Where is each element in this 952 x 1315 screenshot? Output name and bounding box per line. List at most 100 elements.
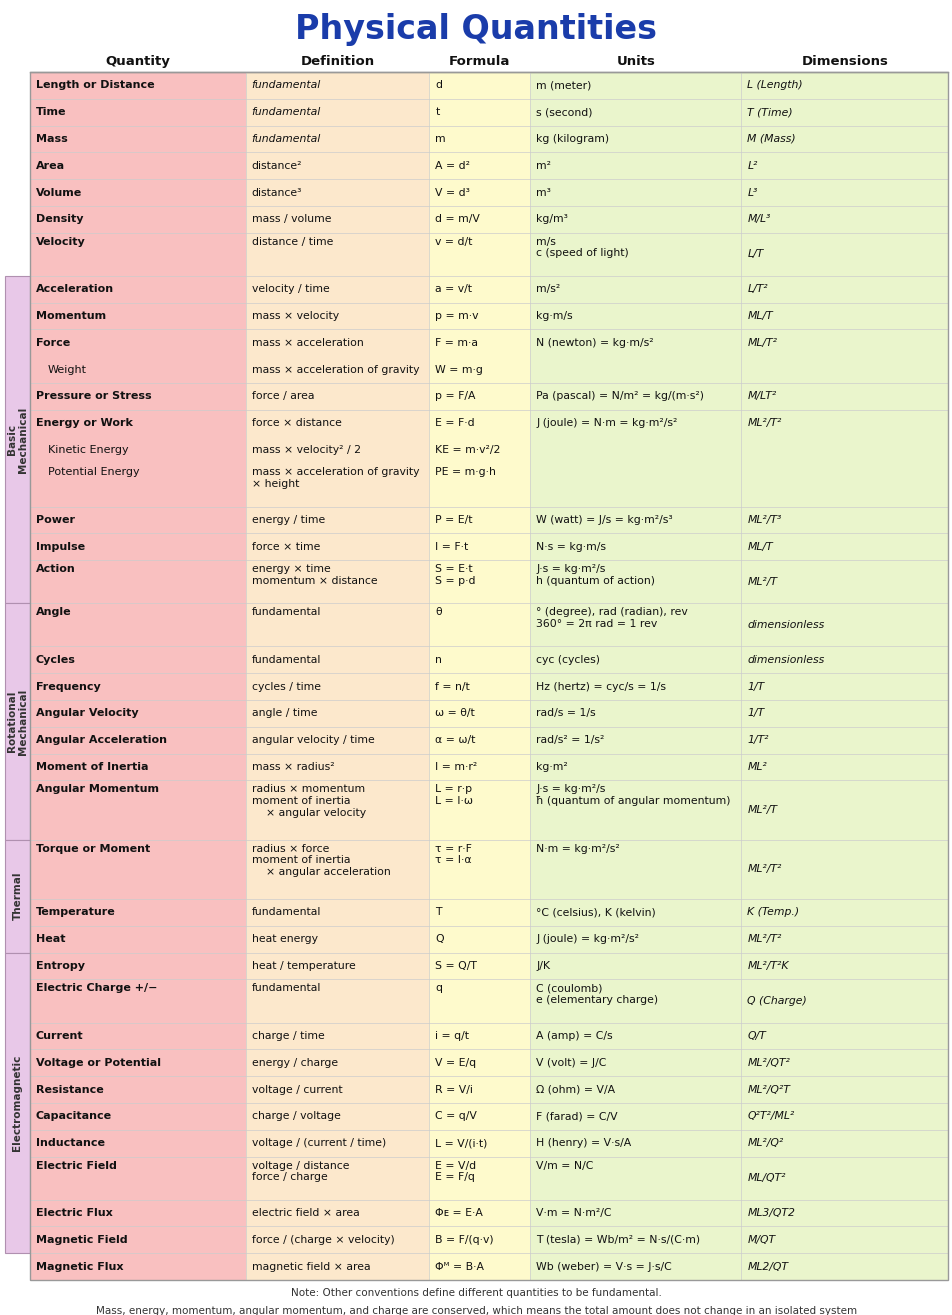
Text: C (coulomb)
e (elementary charge): C (coulomb) e (elementary charge) <box>536 984 658 1005</box>
Text: I = m·r²: I = m·r² <box>435 761 477 772</box>
Text: fundamental: fundamental <box>251 907 321 918</box>
Text: distance³: distance³ <box>251 188 302 197</box>
Text: Q²T²/ML²: Q²T²/ML² <box>746 1111 794 1122</box>
Text: m³: m³ <box>536 188 550 197</box>
Bar <box>30 753 246 780</box>
Text: M/LT²: M/LT² <box>746 392 776 401</box>
Text: s (second): s (second) <box>536 108 592 117</box>
Text: V (volt) = J/C: V (volt) = J/C <box>536 1057 606 1068</box>
Bar <box>30 330 246 356</box>
Text: Impulse: Impulse <box>36 542 85 552</box>
Text: K (Temp.): K (Temp.) <box>746 907 799 918</box>
Text: Units: Units <box>616 55 655 68</box>
Text: rad/s = 1/s: rad/s = 1/s <box>536 709 595 718</box>
Text: ML/T²: ML/T² <box>746 338 777 348</box>
Text: distance²: distance² <box>251 160 302 171</box>
Bar <box>30 1156 246 1199</box>
Text: T (tesla) = Wb/m² = N·s/(C·m): T (tesla) = Wb/m² = N·s/(C·m) <box>536 1235 700 1245</box>
Text: Momentum: Momentum <box>36 312 106 321</box>
Text: Entropy: Entropy <box>36 961 85 970</box>
Text: Pressure or Stress: Pressure or Stress <box>36 392 151 401</box>
Text: L/T²: L/T² <box>746 284 767 295</box>
Text: ML²/T: ML²/T <box>746 577 777 586</box>
Bar <box>246 72 429 1279</box>
Text: m²: m² <box>536 160 550 171</box>
Text: B = F/(q·v): B = F/(q·v) <box>435 1235 493 1245</box>
Text: °C (celsius), K (kelvin): °C (celsius), K (kelvin) <box>536 907 655 918</box>
Bar <box>30 1227 246 1253</box>
Text: voltage / (current / time): voltage / (current / time) <box>251 1137 386 1148</box>
Text: A (amp) = C/s: A (amp) = C/s <box>536 1031 612 1041</box>
Text: Volume: Volume <box>36 188 82 197</box>
Text: angle / time: angle / time <box>251 709 317 718</box>
Text: a = v/t: a = v/t <box>435 284 472 295</box>
Text: Definition: Definition <box>300 55 374 68</box>
Bar <box>30 604 246 646</box>
Text: Hz (hertz) = cyc/s = 1/s: Hz (hertz) = cyc/s = 1/s <box>536 681 665 692</box>
Text: energy / charge: energy / charge <box>251 1057 338 1068</box>
Text: Wb (weber) = V·s = J·s/C: Wb (weber) = V·s = J·s/C <box>536 1261 671 1272</box>
Text: radius × force
moment of inertia
    × angular acceleration: radius × force moment of inertia × angul… <box>251 844 390 877</box>
Text: force × distance: force × distance <box>251 418 341 429</box>
Text: M/L³: M/L³ <box>746 214 770 225</box>
Bar <box>30 206 246 233</box>
Bar <box>30 899 246 926</box>
Text: magnetic field × area: magnetic field × area <box>251 1261 370 1272</box>
Text: charge / time: charge / time <box>251 1031 324 1041</box>
Text: mass × acceleration: mass × acceleration <box>251 338 363 348</box>
Text: V = d³: V = d³ <box>435 188 469 197</box>
Text: ML3/QT2: ML3/QT2 <box>746 1208 795 1218</box>
Text: Velocity: Velocity <box>36 237 86 247</box>
Bar <box>30 646 246 673</box>
Bar <box>30 534 246 560</box>
Text: Magnetic Field: Magnetic Field <box>36 1235 128 1245</box>
Text: Magnetic Flux: Magnetic Flux <box>36 1261 124 1272</box>
Text: fundamental: fundamental <box>251 80 321 91</box>
Text: d: d <box>435 80 442 91</box>
Bar <box>429 72 529 1279</box>
Text: m (meter): m (meter) <box>536 80 591 91</box>
Text: J (joule) = N·m = kg·m²/s²: J (joule) = N·m = kg·m²/s² <box>536 418 677 429</box>
Text: Area: Area <box>36 160 65 171</box>
Text: cyc (cycles): cyc (cycles) <box>536 655 600 664</box>
Text: F (farad) = C/V: F (farad) = C/V <box>536 1111 617 1122</box>
Text: L = r·p
L = I·ω: L = r·p L = I·ω <box>435 784 473 806</box>
Text: fundamental: fundamental <box>251 984 321 993</box>
Text: W (watt) = J/s = kg·m²/s³: W (watt) = J/s = kg·m²/s³ <box>536 515 672 525</box>
Text: Thermal: Thermal <box>12 872 23 920</box>
Text: Weight: Weight <box>48 364 87 375</box>
Text: 1/T: 1/T <box>746 709 764 718</box>
Text: Angular Acceleration: Angular Acceleration <box>36 735 167 746</box>
Text: ML²/T²: ML²/T² <box>746 934 781 944</box>
Bar <box>5 604 30 840</box>
Text: M/QT: M/QT <box>746 1235 775 1245</box>
Text: voltage / distance
force / charge: voltage / distance force / charge <box>251 1161 348 1182</box>
Text: Angle: Angle <box>36 608 71 617</box>
Bar <box>30 840 246 899</box>
Text: m: m <box>435 134 446 145</box>
Text: voltage / current: voltage / current <box>251 1085 342 1094</box>
Text: ML2/QT: ML2/QT <box>746 1261 787 1272</box>
Text: Frequency: Frequency <box>36 681 101 692</box>
Text: Pa (pascal) = N/m² = kg/(m·s²): Pa (pascal) = N/m² = kg/(m·s²) <box>536 392 704 401</box>
Text: Capacitance: Capacitance <box>36 1111 112 1122</box>
Text: ML²/T: ML²/T <box>746 805 777 815</box>
Bar <box>529 72 741 1279</box>
Text: ML²/Q²T: ML²/Q²T <box>746 1085 789 1094</box>
Text: Potential Energy: Potential Energy <box>48 467 140 477</box>
Bar <box>30 1199 246 1227</box>
Text: Action: Action <box>36 564 75 575</box>
Bar <box>30 1023 246 1049</box>
Text: Physical Quantities: Physical Quantities <box>295 13 657 46</box>
Text: Note: Other conventions define different quantities to be fundamental.: Note: Other conventions define different… <box>290 1287 662 1298</box>
Text: Voltage or Potential: Voltage or Potential <box>36 1057 161 1068</box>
Text: ML²/QT²: ML²/QT² <box>746 1057 789 1068</box>
Text: Moment of Inertia: Moment of Inertia <box>36 761 149 772</box>
Text: f = n/t: f = n/t <box>435 681 469 692</box>
Text: Q/T: Q/T <box>746 1031 765 1041</box>
Bar <box>5 276 30 604</box>
Bar <box>30 383 246 410</box>
Text: α = ω/t: α = ω/t <box>435 735 475 746</box>
Text: Inductance: Inductance <box>36 1137 105 1148</box>
Text: T: T <box>435 907 442 918</box>
